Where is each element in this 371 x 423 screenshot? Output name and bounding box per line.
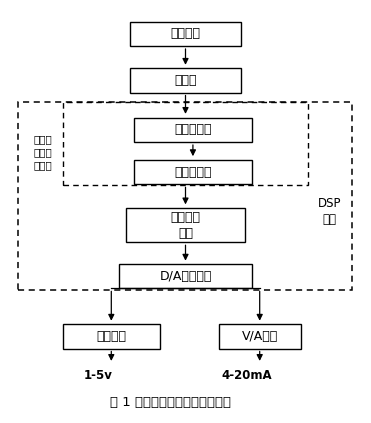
Text: 拾音器: 拾音器 <box>174 74 197 87</box>
FancyBboxPatch shape <box>219 324 301 349</box>
FancyBboxPatch shape <box>130 68 241 93</box>
FancyBboxPatch shape <box>134 160 252 184</box>
Text: V/A变换: V/A变换 <box>242 330 278 343</box>
FancyBboxPatch shape <box>126 208 245 242</box>
FancyBboxPatch shape <box>130 22 241 46</box>
Text: 图 1 磨煤机负荷检测仪硬件框图: 图 1 磨煤机负荷检测仪硬件框图 <box>110 396 231 409</box>
Text: DSP
系统: DSP 系统 <box>318 197 341 226</box>
FancyBboxPatch shape <box>119 264 252 288</box>
FancyBboxPatch shape <box>134 118 252 142</box>
Text: 声音信
号预处
理系统: 声音信 号预处 理系统 <box>33 135 52 170</box>
Text: 4-20mA: 4-20mA <box>221 369 272 382</box>
Text: 噪声信号: 噪声信号 <box>171 27 200 40</box>
FancyBboxPatch shape <box>63 324 160 349</box>
Text: D/A转换电路: D/A转换电路 <box>159 270 212 283</box>
Text: 1-5v: 1-5v <box>84 369 113 382</box>
Text: 阻抗变换: 阻抗变换 <box>96 330 126 343</box>
Text: 多级放大器: 多级放大器 <box>174 124 212 136</box>
Text: 低通滤波器: 低通滤波器 <box>174 166 212 179</box>
Text: 特征频谱
处理: 特征频谱 处理 <box>171 211 200 239</box>
